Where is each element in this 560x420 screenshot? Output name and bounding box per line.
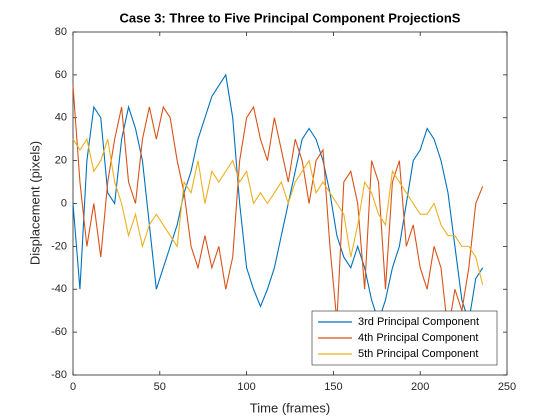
series-line [72,73,484,324]
legend-label: 5th Principal Component [358,348,478,360]
series-line [72,85,484,333]
y-tick-label: 0 [61,197,67,209]
y-tick-label: -40 [51,283,67,295]
x-tick-label: 250 [498,381,516,393]
y-axis-label: Displacement (pixels) [27,141,42,265]
legend-label: 3rd Principal Component [358,316,479,328]
x-tick-label: 100 [237,381,255,393]
x-tick-label: 50 [154,381,166,393]
y-tick-label: -80 [51,369,67,381]
series-line [72,137,484,286]
x-tick-label: 0 [70,381,76,393]
y-tick-label: 20 [55,155,67,167]
x-axis-label: Time (frames) [250,400,330,415]
chart-title: Case 3: Three to Five Principal Componen… [120,10,461,25]
legend: 3rd Principal Component 4th Principal Com… [311,310,498,366]
x-tick-label: 200 [411,381,429,393]
x-tick-label: 150 [324,381,342,393]
legend-label: 4th Principal Component [358,332,478,344]
y-tick-label: 60 [55,69,67,81]
y-tick-label: 80 [55,26,67,38]
y-tick-label: -20 [51,240,67,252]
y-tick-label: -60 [51,326,67,338]
y-tick-label: 40 [55,112,67,124]
